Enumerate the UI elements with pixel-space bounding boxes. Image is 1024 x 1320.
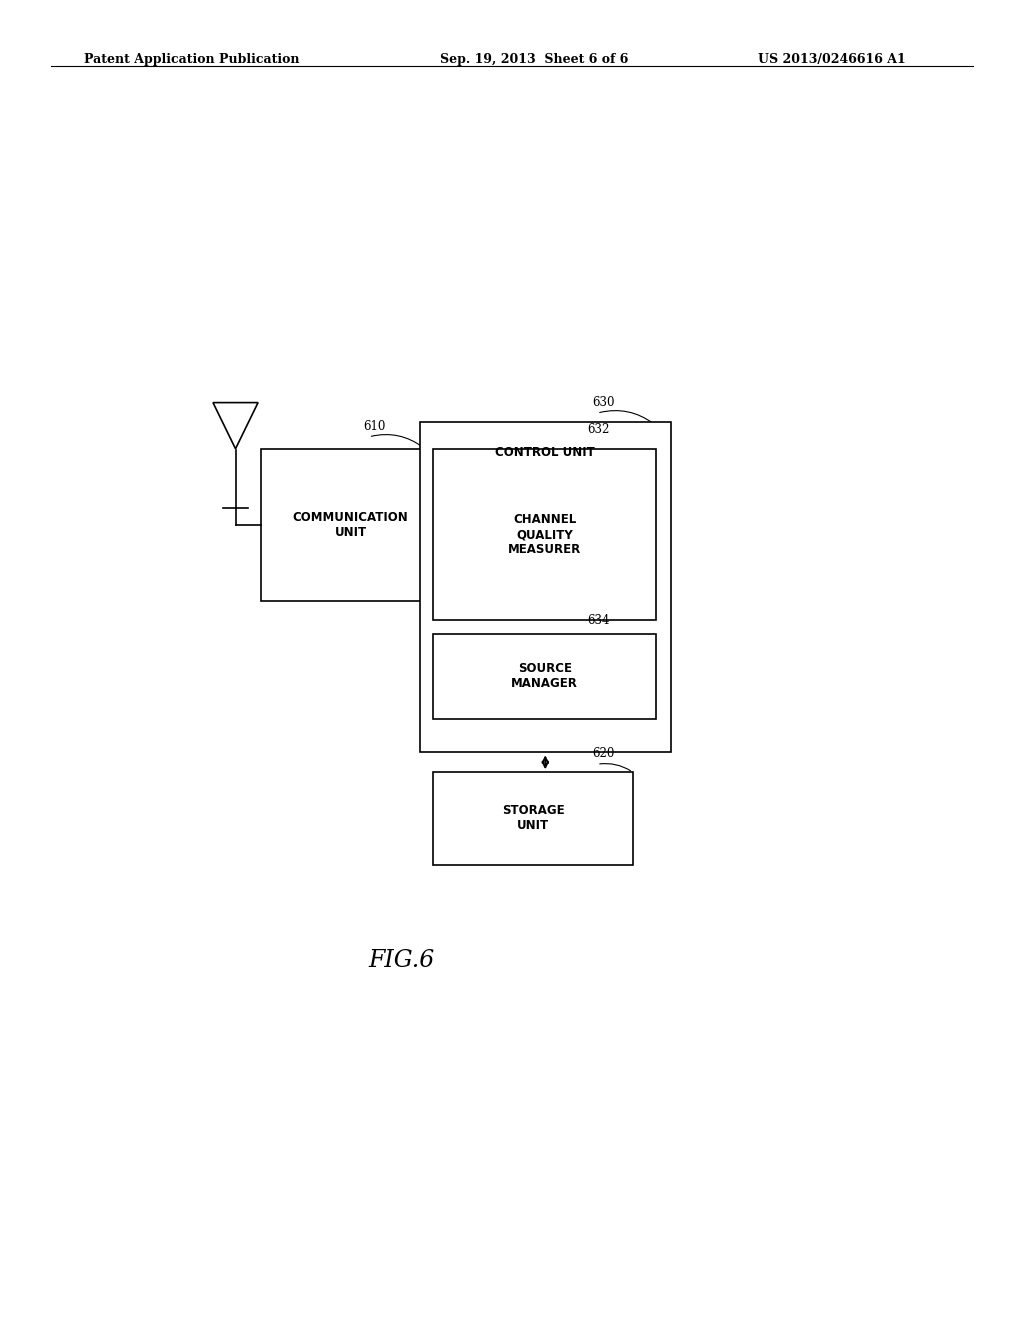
Text: CONTROL UNIT: CONTROL UNIT [496,446,595,459]
Text: FIG.6: FIG.6 [369,949,435,973]
Text: 630: 630 [592,396,614,409]
Text: 620: 620 [592,747,614,760]
Text: 634: 634 [587,614,609,627]
Text: SOURCE
MANAGER: SOURCE MANAGER [511,663,579,690]
Text: COMMUNICATION
UNIT: COMMUNICATION UNIT [293,511,409,539]
Text: Sep. 19, 2013  Sheet 6 of 6: Sep. 19, 2013 Sheet 6 of 6 [440,53,629,66]
Text: US 2013/0246616 A1: US 2013/0246616 A1 [758,53,905,66]
Text: 610: 610 [364,420,386,433]
Text: CHANNEL
QUALITY
MEASURER: CHANNEL QUALITY MEASURER [508,513,582,556]
Text: 632: 632 [587,422,609,436]
Text: STORAGE
UNIT: STORAGE UNIT [502,804,564,833]
Text: Patent Application Publication: Patent Application Publication [84,53,299,66]
